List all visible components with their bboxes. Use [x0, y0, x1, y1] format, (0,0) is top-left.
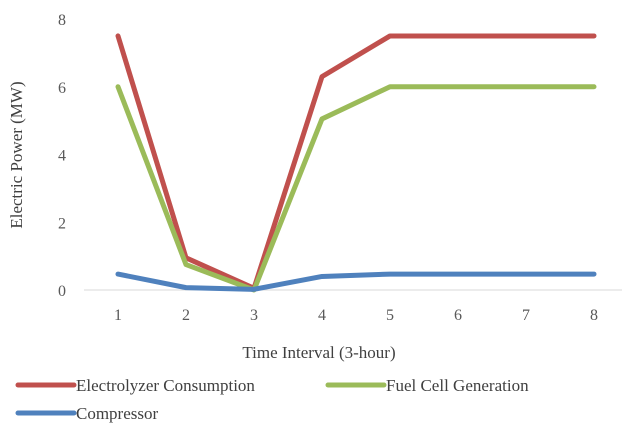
x-tick-label-4: 4: [318, 307, 326, 324]
x-tick-label-5: 5: [386, 307, 394, 324]
series-lines: [115, 33, 597, 293]
x-axis-ticks: 1 2 3 4 5 6 7 8: [114, 307, 598, 324]
y-tick-label-6: 6: [58, 80, 66, 97]
legend: Electrolyzer Consumption Fuel Cell Genera…: [15, 376, 529, 423]
y-axis-ticks: 0 2 4 6 8: [58, 12, 66, 300]
series-line-fuel-cell-generation: [115, 84, 597, 293]
x-tick-label-3: 3: [250, 307, 258, 324]
x-tick-label-6: 6: [454, 307, 462, 324]
legend-label-electrolyzer-consumption: Electrolyzer Consumption: [76, 376, 255, 395]
legend-label-compressor: Compressor: [76, 404, 159, 423]
x-tick-label-2: 2: [182, 307, 190, 324]
y-tick-label-2: 2: [58, 215, 66, 232]
y-axis-title: Electric Power (MW): [7, 81, 26, 228]
y-tick-label-4: 4: [58, 148, 66, 165]
series-line-electrolyzer-consumption: [115, 33, 597, 291]
y-tick-label-0: 0: [58, 283, 66, 300]
y-tick-label-8: 8: [58, 12, 66, 29]
x-tick-label-1: 1: [114, 307, 122, 324]
legend-label-fuel-cell-generation: Fuel Cell Generation: [386, 376, 529, 395]
x-tick-label-8: 8: [590, 307, 598, 324]
x-tick-label-7: 7: [522, 307, 530, 324]
x-axis-title: Time Interval (3-hour): [242, 343, 395, 362]
series-line-compressor: [115, 271, 597, 292]
